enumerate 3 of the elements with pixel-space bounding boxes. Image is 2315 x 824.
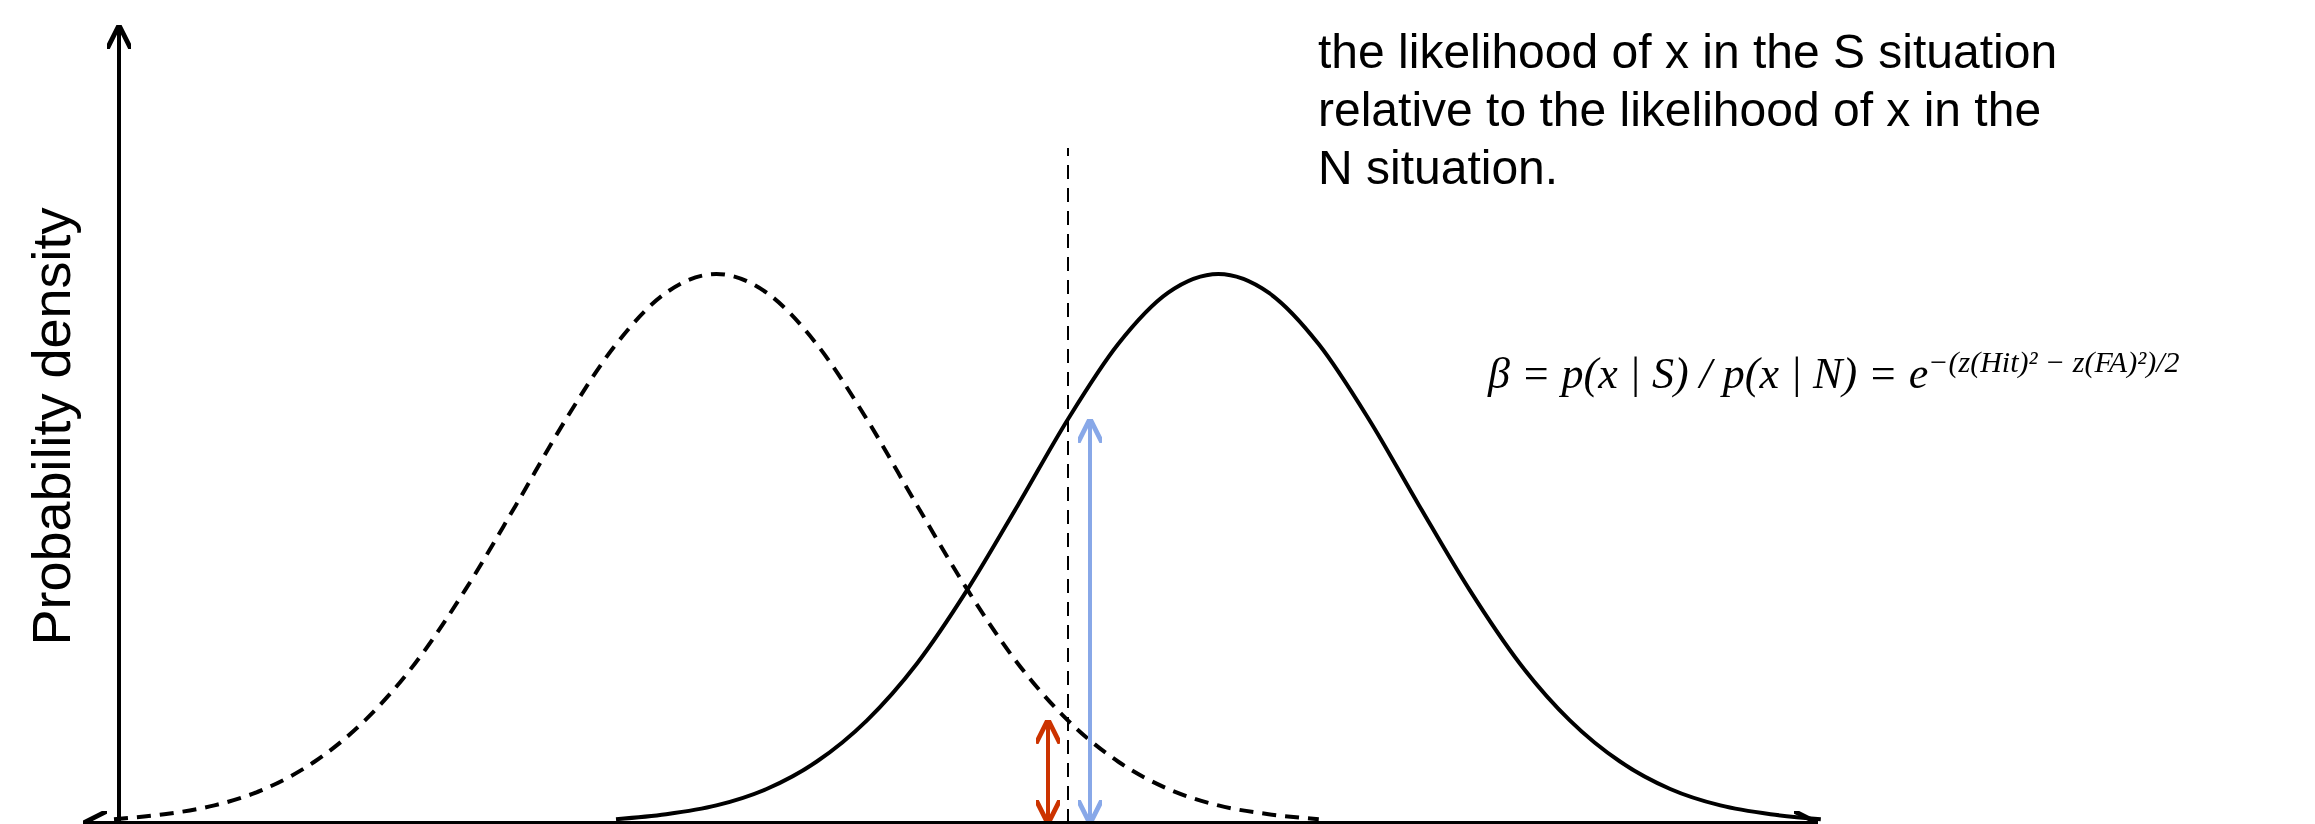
text: the likelihood of x in the S situation relative to the likelihood of x in the N situation. — [1318, 25, 2058, 194]
annotation: β = p(x | S) / p(x | N) = e$^{−(z(Hit)² − z(FA)²)/2}$ — [1487, 344, 2180, 398]
y-axis-title: Probability density — [21, 207, 81, 646]
